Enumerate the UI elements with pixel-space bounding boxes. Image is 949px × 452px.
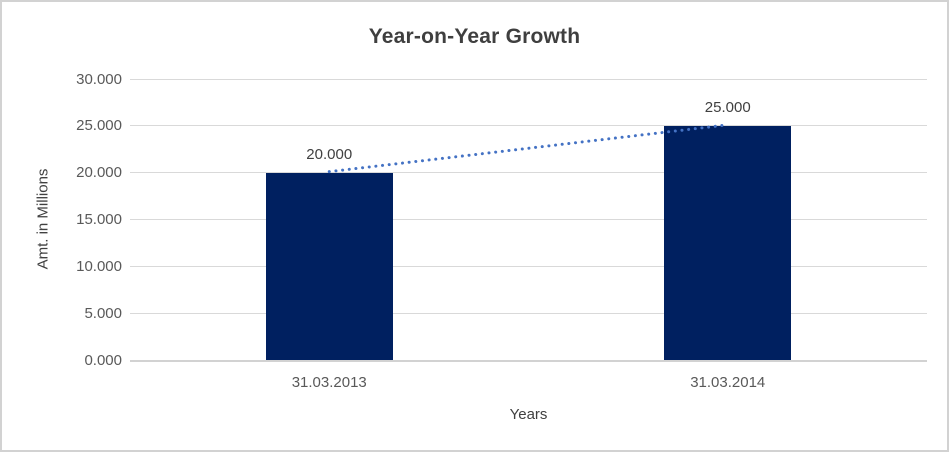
gridline	[130, 312, 927, 314]
x-tick-label: 31.03.2013	[291, 374, 367, 391]
y-tick-label: 25.000	[76, 117, 122, 135]
y-tick-label: 10.000	[76, 257, 122, 275]
x-axis-line	[130, 360, 927, 362]
plot-area	[130, 79, 927, 360]
bar	[664, 125, 792, 360]
gridline	[130, 78, 927, 80]
bar	[265, 172, 393, 360]
y-tick-label: 0.000	[84, 351, 122, 369]
gridline	[130, 219, 927, 220]
y-tick-label: 15.000	[76, 211, 122, 228]
data-label: 25.000	[704, 98, 751, 116]
y-tick-label: 20.000	[76, 164, 122, 182]
data-label: 20.000	[306, 145, 353, 163]
x-axis-title: Years	[509, 406, 548, 423]
x-tick-label: 31.03.2014	[690, 374, 766, 391]
y-tick-label: 30.000	[76, 70, 122, 88]
y-tick-label: 5.000	[84, 304, 122, 322]
chart-title: Year-on-Year Growth	[368, 25, 581, 48]
gridline	[130, 265, 927, 267]
